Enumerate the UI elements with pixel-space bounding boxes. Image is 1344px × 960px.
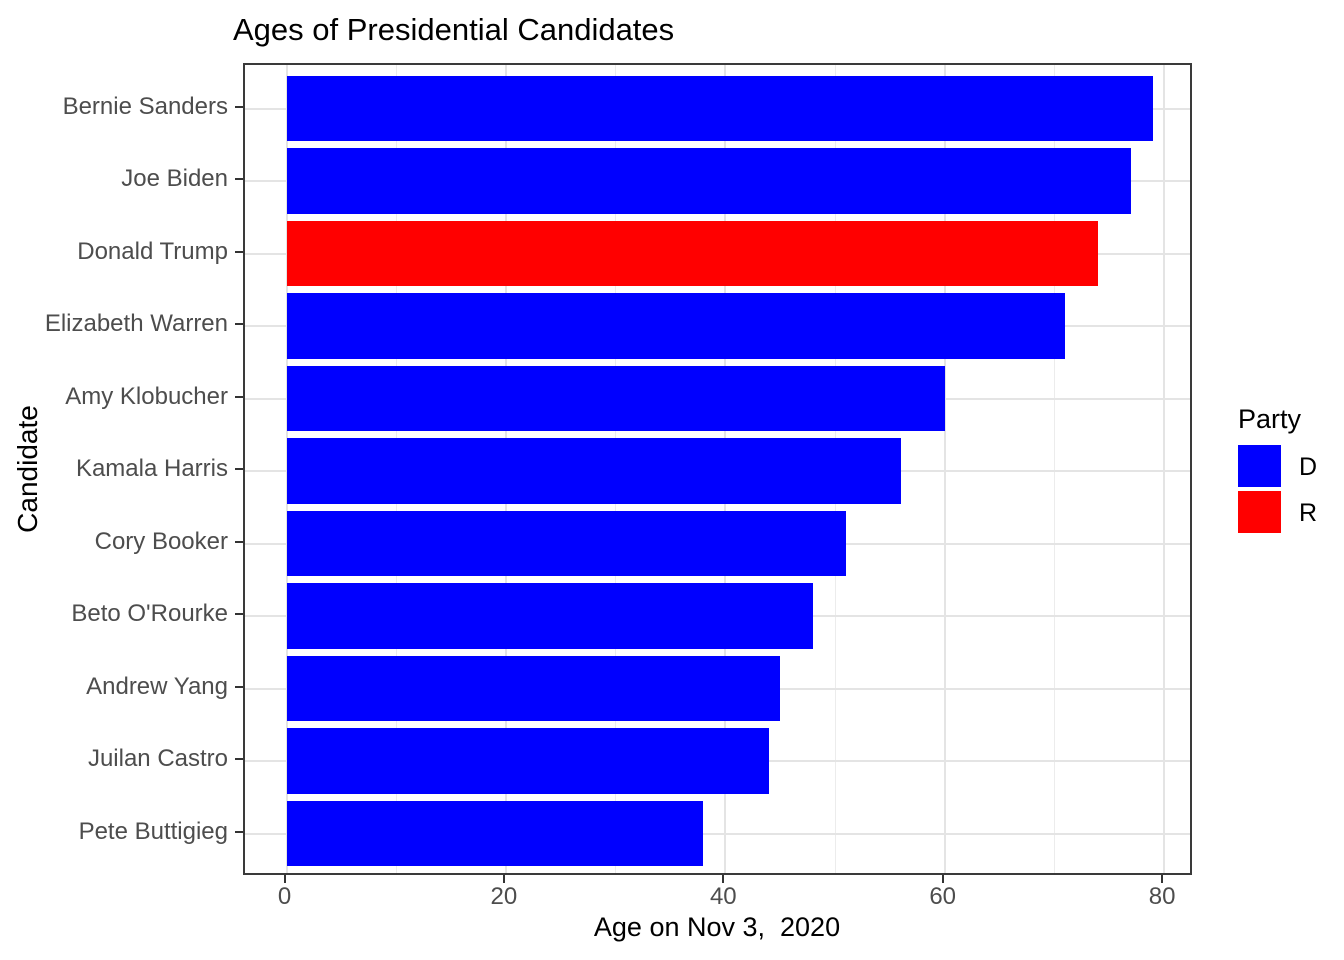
x-axis-tick: [1161, 875, 1164, 883]
bar-amy-klobucher: [286, 365, 945, 432]
x-axis-tick-label: 20: [490, 883, 518, 910]
bar-joe-biden: [286, 148, 1132, 214]
y-axis-tick-label-juilan-castro: Juilan Castro: [87, 745, 228, 772]
bar-pete-buttigieg: [286, 800, 704, 867]
y-axis-tick-label-andrew-yang: Andrew Yang: [86, 672, 228, 700]
y-axis-tick: [235, 685, 243, 688]
y-axis-tick-label-beto-o-rourke: Beto O'Rourke: [71, 600, 228, 627]
bar-cory-booker: [286, 510, 846, 577]
bar-bernie-sanders: [286, 75, 1154, 142]
y-axis-tick-label-donald-trump: Donald Trump: [77, 237, 228, 265]
x-axis-tick: [941, 875, 944, 883]
bar-kamala-harris: [286, 438, 901, 504]
gridline-vertical-major: [943, 65, 946, 873]
y-axis-tick: [235, 178, 243, 180]
y-axis-tick-label-bernie-sanders: Bernie Sanders: [62, 92, 228, 120]
y-axis-tick: [235, 323, 243, 325]
legend-key-d: [1238, 445, 1281, 487]
legend-title: Party: [1238, 404, 1302, 434]
gridline-horizontal: [245, 832, 1190, 835]
y-axis-tick: [235, 540, 243, 543]
y-axis-tick: [235, 758, 243, 760]
gridline-vertical-minor: [1053, 65, 1056, 873]
y-axis-tick-label-joe-biden: Joe Biden: [121, 165, 228, 192]
x-axis-tick-label: 60: [929, 883, 957, 910]
x-axis-tick-label: 80: [1148, 883, 1176, 910]
y-axis-tick-label-amy-klobucher: Amy Klobucher: [65, 382, 228, 410]
bar-beto-o-rourke: [286, 583, 814, 649]
x-axis-tick-label: 40: [709, 883, 737, 910]
legend-label-r: R: [1299, 499, 1318, 527]
gridline-vertical-major: [1163, 65, 1166, 873]
x-axis-tick: [502, 875, 505, 883]
chart-title: Ages of Presidential Candidates: [233, 12, 675, 47]
bar-elizabeth-warren: [286, 293, 1066, 359]
y-axis-tick-label-pete-buttigieg: Pete Buttigieg: [78, 817, 228, 845]
y-axis-tick-label-cory-booker: Cory Booker: [94, 527, 228, 555]
y-axis-tick: [235, 468, 243, 470]
x-axis-tick: [283, 875, 286, 883]
plot-panel: [243, 63, 1192, 875]
bar-andrew-yang: [286, 655, 781, 722]
x-axis-tick: [722, 875, 725, 883]
y-axis-tick: [235, 250, 243, 253]
legend-key-r: [1238, 491, 1281, 533]
legend-label-d: D: [1299, 453, 1318, 481]
y-axis-tick: [235, 830, 243, 833]
y-axis-tick-label-kamala-harris: Kamala Harris: [75, 455, 228, 482]
x-axis-title: Age on Nov 3, 2020: [593, 912, 841, 942]
y-axis-tick: [235, 395, 243, 398]
bar-juilan-castro: [286, 728, 770, 794]
y-axis-tick-label-elizabeth-warren: Elizabeth Warren: [44, 310, 228, 337]
x-axis-tick-label: 0: [277, 883, 292, 910]
bar-donald-trump: [286, 220, 1099, 287]
y-axis-title: Candidate: [12, 405, 43, 533]
y-axis-tick: [235, 105, 243, 108]
y-axis-tick: [235, 613, 243, 615]
